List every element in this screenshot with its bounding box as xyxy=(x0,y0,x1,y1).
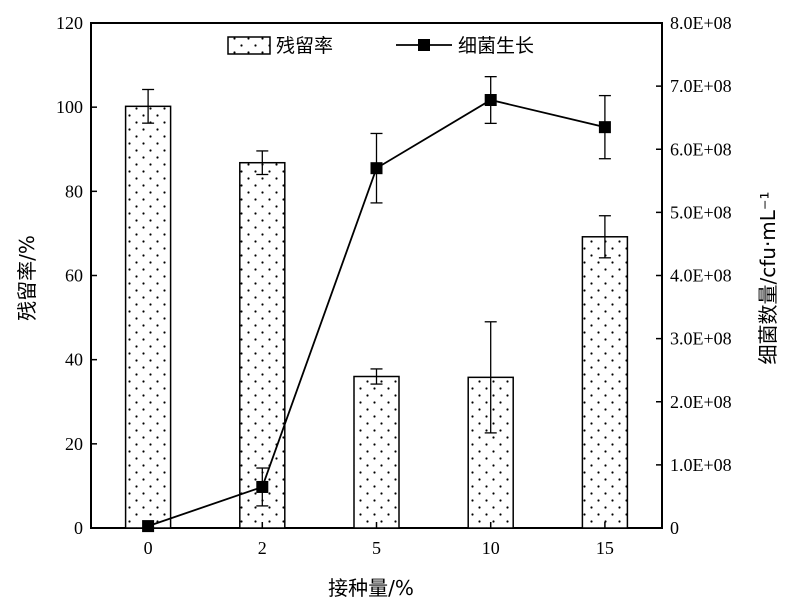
y-right-tick-label: 0 xyxy=(670,518,679,538)
bar xyxy=(581,236,629,529)
x-tick-label: 2 xyxy=(258,538,267,558)
y-left-tick-label: 100 xyxy=(56,97,83,117)
y-right-tick-label: 7.0E+08 xyxy=(670,76,732,96)
y-left-tick-label: 20 xyxy=(65,434,83,454)
y-right-tick-label: 2.0E+08 xyxy=(670,392,732,412)
x-tick-label: 15 xyxy=(596,538,614,558)
y-right-tick-label: 6.0E+08 xyxy=(670,139,732,159)
legend-bar-swatch xyxy=(227,36,271,55)
y-right-tick-label: 5.0E+08 xyxy=(670,202,732,222)
y-axis-left-title: 残留率/% xyxy=(15,235,39,321)
y-right-tick-label: 1.0E+08 xyxy=(670,455,732,475)
line-point xyxy=(598,121,611,134)
bar xyxy=(353,375,400,529)
x-tick-label: 10 xyxy=(482,538,500,558)
line-point xyxy=(370,162,383,175)
y-left-tick-label: 40 xyxy=(65,350,83,370)
ticks-layer: 02040608010012001.0E+082.0E+083.0E+084.0… xyxy=(56,13,732,558)
legend-line-label: 细菌生长 xyxy=(458,35,534,57)
bars-layer xyxy=(124,88,629,529)
line-layer xyxy=(142,76,611,533)
y-right-tick-label: 8.0E+08 xyxy=(670,13,732,33)
y-left-tick-label: 0 xyxy=(74,518,83,538)
x-tick-label: 0 xyxy=(144,538,153,558)
x-tick-label: 5 xyxy=(372,538,381,558)
y-axis-right-title: 细菌数量/cfu·mL⁻¹ xyxy=(756,191,780,364)
y-right-tick-label: 4.0E+08 xyxy=(670,266,732,286)
line-point xyxy=(256,480,269,493)
line-point xyxy=(484,94,497,107)
y-right-tick-label: 3.0E+08 xyxy=(670,329,732,349)
y-left-tick-label: 120 xyxy=(56,13,83,33)
legend: 残留率 细菌生长 xyxy=(227,35,534,57)
bar xyxy=(124,105,172,529)
y-left-tick-label: 60 xyxy=(65,266,83,286)
x-axis-title: 接种量/% xyxy=(328,576,414,600)
legend-line-marker xyxy=(418,39,430,51)
y-left-tick-label: 80 xyxy=(65,181,83,201)
legend-bar-label: 残留率 xyxy=(276,35,333,57)
